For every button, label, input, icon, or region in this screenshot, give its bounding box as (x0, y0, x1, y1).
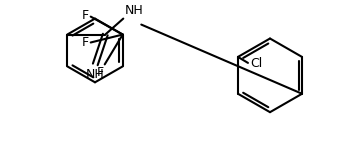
Text: NH: NH (86, 68, 105, 81)
Text: F: F (96, 66, 104, 79)
Text: Cl: Cl (250, 57, 262, 70)
Text: F: F (82, 9, 89, 22)
Text: F: F (82, 36, 89, 49)
Text: NH: NH (124, 4, 143, 17)
